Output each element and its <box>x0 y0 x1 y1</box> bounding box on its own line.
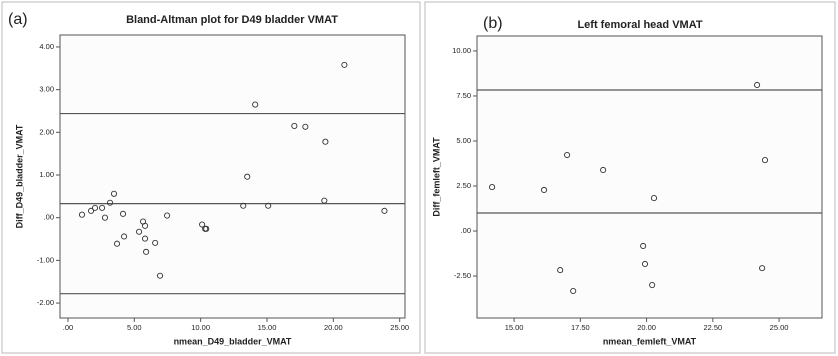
point <box>641 260 649 268</box>
point <box>600 166 607 174</box>
point <box>142 235 149 242</box>
point <box>152 239 159 246</box>
chart-title: Left femoral head VMAT <box>577 19 702 31</box>
x-tick-label: 22.50 <box>703 323 722 332</box>
y-tick-label: 4.00 <box>39 42 54 51</box>
x-tick-label: 25.00 <box>770 323 789 332</box>
point <box>121 233 128 240</box>
y-tick-label: -1.00 <box>37 255 54 264</box>
point <box>91 204 99 211</box>
point <box>570 287 577 295</box>
point <box>156 272 164 279</box>
y-tick-label: 3.00 <box>39 85 54 94</box>
point <box>557 267 564 274</box>
point <box>252 101 259 108</box>
x-tick-label: 20.00 <box>324 323 343 332</box>
chart-title: Bland-Altman plot for D49 bladder VMAT <box>126 14 338 26</box>
x-tick-label: 15.00 <box>258 323 277 332</box>
point <box>143 248 150 255</box>
y-tick-label: 10.00 <box>452 46 471 55</box>
point <box>650 195 658 202</box>
point <box>106 199 114 206</box>
point <box>88 207 95 214</box>
point <box>119 210 127 217</box>
point <box>489 184 496 191</box>
plot-area <box>59 34 406 319</box>
point <box>291 122 298 129</box>
x-axis-label: nmean_D49_bladder_VMAT <box>174 336 292 346</box>
point <box>341 61 348 68</box>
y-tick-label: .00 <box>44 213 54 222</box>
plot-area <box>476 35 823 319</box>
point <box>110 190 118 197</box>
point <box>381 207 388 214</box>
x-axis-label: nmean_femleft_VMAT <box>603 336 697 346</box>
point <box>754 81 761 89</box>
point <box>540 186 548 194</box>
y-tick-label: -2.00 <box>37 298 54 307</box>
point <box>640 242 647 250</box>
point <box>164 212 171 219</box>
y-tick-label: 5.00 <box>456 136 471 145</box>
point <box>649 281 656 289</box>
x-tick-label: 10.00 <box>191 323 210 332</box>
y-tick-label: -2.50 <box>454 271 471 280</box>
x-tick-label: .00 <box>63 323 73 332</box>
point <box>114 240 121 247</box>
x-tick-label: 20.00 <box>637 323 656 332</box>
panel-border <box>424 1 836 354</box>
point <box>564 151 571 159</box>
panel-label: (a) <box>8 11 28 28</box>
panel-label: (b) <box>483 15 503 32</box>
x-tick-label: 15.00 <box>505 323 524 332</box>
point <box>136 228 143 235</box>
x-tick-label: 5.00 <box>127 323 142 332</box>
panel-border <box>1 1 421 354</box>
point <box>265 202 272 209</box>
point <box>244 173 251 180</box>
y-tick-label: .00 <box>461 226 471 235</box>
point <box>240 202 247 209</box>
point <box>99 204 106 211</box>
point <box>203 225 210 232</box>
y-tick-label: 2.50 <box>456 181 471 190</box>
y-axis-label: Diff_D49_bladder_VMAT <box>14 124 24 228</box>
point <box>759 265 766 272</box>
point <box>761 157 769 164</box>
point <box>199 221 206 228</box>
x-tick-label: 25.00 <box>390 323 409 332</box>
y-axis-label: Diff_femleft_VMAT <box>431 137 441 217</box>
point <box>142 222 149 229</box>
y-tick-label: 1.00 <box>39 170 54 179</box>
point <box>78 211 86 218</box>
x-tick-label: 17.50 <box>571 323 590 332</box>
point <box>321 197 328 204</box>
y-tick-label: 7.50 <box>456 91 471 100</box>
point <box>322 138 329 145</box>
point <box>302 123 309 130</box>
point <box>101 214 109 221</box>
y-tick-label: 2.00 <box>39 127 54 136</box>
